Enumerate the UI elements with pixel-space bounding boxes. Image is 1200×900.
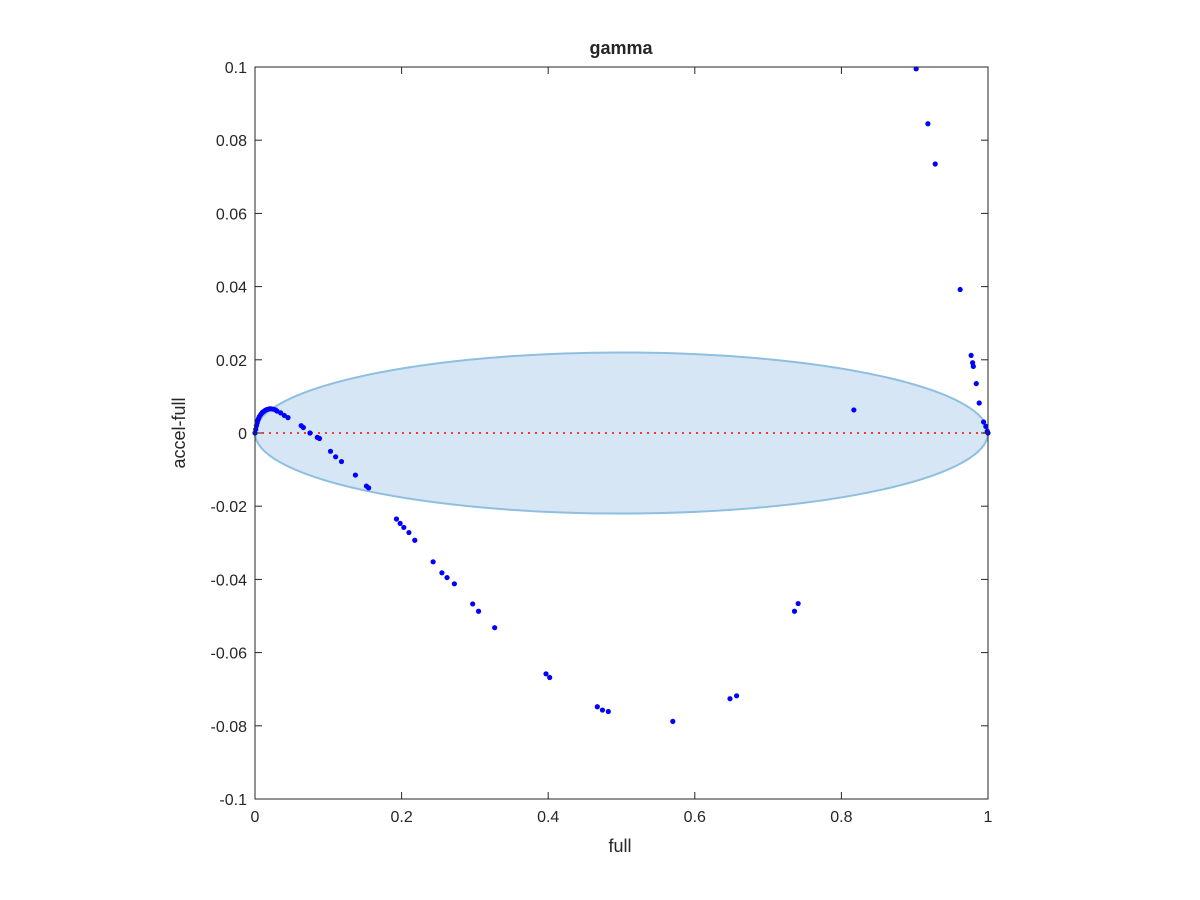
data-point [439,570,445,576]
y-tick-label: 0 [238,426,247,443]
y-tick-label: 0.1 [225,60,247,77]
y-tick-label: 0.02 [216,353,247,370]
data-point [983,423,989,430]
data-point [430,559,436,565]
data-point [316,435,323,442]
x-tick-label: 0.8 [830,809,852,826]
data-point [913,66,919,72]
y-tick-label: 0.04 [216,280,247,297]
data-point [594,704,600,710]
y-tick-label: -0.06 [211,646,248,663]
data-point [327,448,334,454]
data-point [444,574,450,581]
data-point [412,537,418,543]
data-point [285,415,291,421]
y-tick-label: -0.04 [211,572,248,589]
data-point [300,424,306,431]
x-tick-label: 0.2 [390,809,412,826]
data-point [981,419,987,425]
axis-ticks: 0 0.2 0.4 0.6 0.8 1 -0.1 -0.08 -0.06 -0.04 -0.02 0 0… [211,60,993,826]
data-point [492,625,498,631]
chart-title: gamma [589,38,653,58]
data-point [470,601,476,607]
x-tick-label: 0 [251,809,260,826]
data-point [670,718,676,725]
data-point [366,485,372,491]
data-point [925,121,931,127]
data-point [338,458,345,465]
data-point [727,696,733,702]
data-point [333,454,339,460]
data-point [968,352,974,359]
data-point [393,516,400,522]
data-point [851,407,857,413]
data-point [605,708,611,715]
x-tick-label: 1 [984,809,993,826]
data-point [547,674,553,681]
annotation-shapes [254,351,989,515]
data-point [451,581,457,587]
data-point [278,410,284,416]
data-point [932,161,938,167]
data-points [252,66,991,725]
y-tick-label: 0.06 [216,206,247,223]
data-point [957,286,963,293]
data-point [401,524,407,531]
x-tick-label: 0.4 [537,809,559,826]
data-point [795,600,801,607]
y-tick-label: -0.02 [211,499,248,516]
data-point [397,520,403,527]
y-axis-label: accel-full [169,397,189,468]
data-point [352,472,359,478]
data-point [733,693,740,699]
data-point [543,671,549,677]
data-point [791,608,798,614]
y-tick-label: -0.08 [211,719,248,736]
x-axis-label: full [608,836,631,856]
y-tick-label: -0.1 [219,792,247,809]
x-tick-label: 0.6 [684,809,706,826]
data-point [976,400,982,406]
data-point [973,380,979,387]
y-tick-label: 0.08 [216,133,247,150]
data-point [475,608,482,614]
data-point [970,363,976,369]
data-point [599,707,606,713]
data-point [307,430,313,436]
data-point [406,529,412,536]
